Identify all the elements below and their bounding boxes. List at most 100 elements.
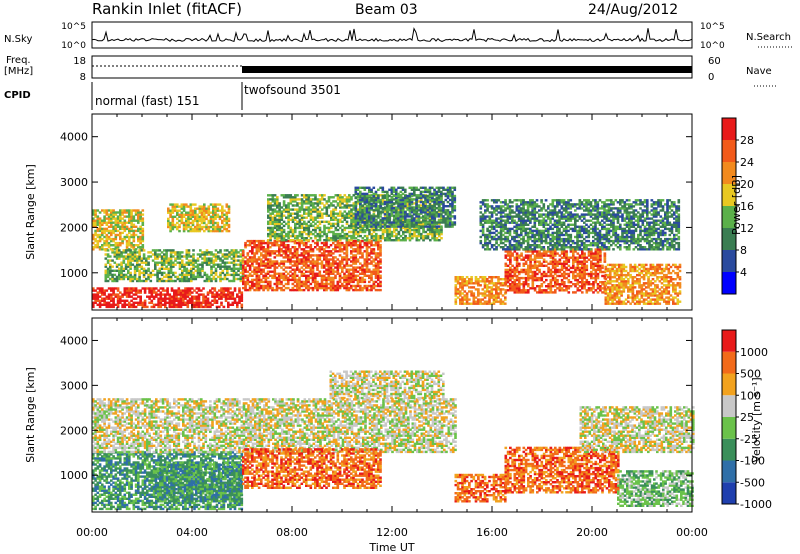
- echo-cell: [332, 248, 335, 251]
- echo-cell: [203, 261, 207, 264]
- echo-cell: [341, 234, 344, 238]
- echo-cell: [212, 263, 216, 266]
- echo-cell: [211, 299, 214, 302]
- echo-cell: [294, 224, 297, 228]
- echo-cell: [278, 262, 281, 265]
- echo-cell: [379, 248, 382, 251]
- echo-cell: [208, 259, 211, 262]
- echo-cell: [370, 248, 373, 251]
- echo-cell: [354, 256, 358, 259]
- echo-cell: [167, 257, 171, 260]
- echo-cell: [325, 254, 328, 257]
- echo-cell: [110, 211, 113, 214]
- echo-cell: [212, 265, 216, 268]
- echo-cell: [303, 216, 306, 219]
- echo-cell: [305, 198, 308, 201]
- echo-cell: [200, 293, 203, 296]
- echo-cell: [202, 287, 205, 290]
- echo-cell: [509, 266, 512, 270]
- echo-cell: [347, 258, 351, 261]
- echo-cell: [127, 257, 130, 260]
- echo-cell: [182, 291, 185, 294]
- echo-cell: [209, 215, 213, 218]
- echo-cell: [336, 286, 340, 290]
- echo-cell: [219, 275, 222, 279]
- echo-cell: [140, 271, 144, 275]
- echo-cell: [352, 262, 355, 265]
- echo-cell: [180, 207, 184, 210]
- echo-cell: [294, 234, 297, 238]
- echo-cell: [336, 264, 340, 267]
- echo-cell: [345, 252, 349, 255]
- echo-cell: [397, 192, 400, 196]
- echo-cell: [128, 231, 131, 235]
- echo-cell: [200, 209, 204, 212]
- echo-cell: [280, 218, 284, 221]
- echo-cell: [287, 272, 290, 275]
- echo-cell: [213, 293, 217, 296]
- echo-cell: [309, 270, 313, 273]
- echo-cell: [327, 226, 331, 230]
- echo-cell: [124, 249, 128, 252]
- echo-cell: [341, 228, 344, 232]
- echo-cell: [305, 264, 308, 267]
- echo-cell: [296, 284, 299, 288]
- echo-cell: [296, 258, 299, 261]
- echo-cell: [199, 275, 202, 279]
- echo-cell: [294, 222, 297, 226]
- echo-cell: [269, 254, 272, 257]
- echo-cell: [139, 299, 142, 302]
- echo-cell: [138, 279, 141, 283]
- echo-cell: [291, 282, 295, 286]
- echo-cell: [180, 217, 184, 221]
- echo-cell: [440, 228, 443, 232]
- echo-cell: [134, 244, 138, 247]
- echo-cell: [287, 256, 290, 259]
- echo-cell: [298, 270, 301, 273]
- echo-cell: [127, 253, 130, 256]
- echo-cell: [218, 293, 221, 296]
- echo-cell: [302, 288, 306, 292]
- echo-cell: [280, 276, 283, 280]
- echo-cell: [198, 211, 202, 214]
- echo-cell: [220, 295, 223, 298]
- echo-cell: [113, 277, 117, 281]
- echo-cell: [232, 261, 236, 264]
- echo-cell: [133, 277, 137, 281]
- echo-cell: [332, 230, 335, 234]
- echo-cell: [145, 263, 148, 266]
- echo-cell: [419, 221, 423, 224]
- echo-cell: [181, 265, 184, 268]
- echo-cell: [232, 255, 236, 258]
- echo-cell: [300, 198, 304, 201]
- echo-cell: [275, 288, 279, 292]
- echo-cell: [359, 256, 362, 259]
- echo-cell: [356, 194, 360, 198]
- echo-cell: [191, 223, 195, 227]
- echo-cell: [210, 257, 213, 260]
- echo-cell: [238, 295, 241, 298]
- echo-cell: [155, 303, 158, 306]
- echo-cell: [278, 272, 281, 275]
- echo-cell: [325, 288, 328, 292]
- echo-cell: [472, 292, 476, 295]
- echo-cell: [141, 305, 145, 309]
- echo-cell: [150, 299, 154, 302]
- echo-cell: [169, 261, 173, 264]
- echo-cell: [273, 194, 277, 197]
- echo-cell: [177, 305, 181, 309]
- echo-cell: [110, 217, 113, 220]
- echo-cell: [426, 228, 430, 232]
- echo-cell: [302, 248, 306, 251]
- echo-cell: [257, 280, 261, 284]
- echo-cell: [253, 288, 256, 292]
- echo-cell: [255, 274, 259, 277]
- echo-cell: [109, 263, 112, 266]
- echo-cell: [187, 253, 191, 256]
- echo-cell: [327, 246, 331, 249]
- echo-cell: [107, 301, 111, 304]
- echo-cell: [101, 291, 104, 294]
- echo-cell: [296, 220, 299, 223]
- echo-cell: [269, 208, 272, 211]
- echo-cell: [169, 209, 172, 212]
